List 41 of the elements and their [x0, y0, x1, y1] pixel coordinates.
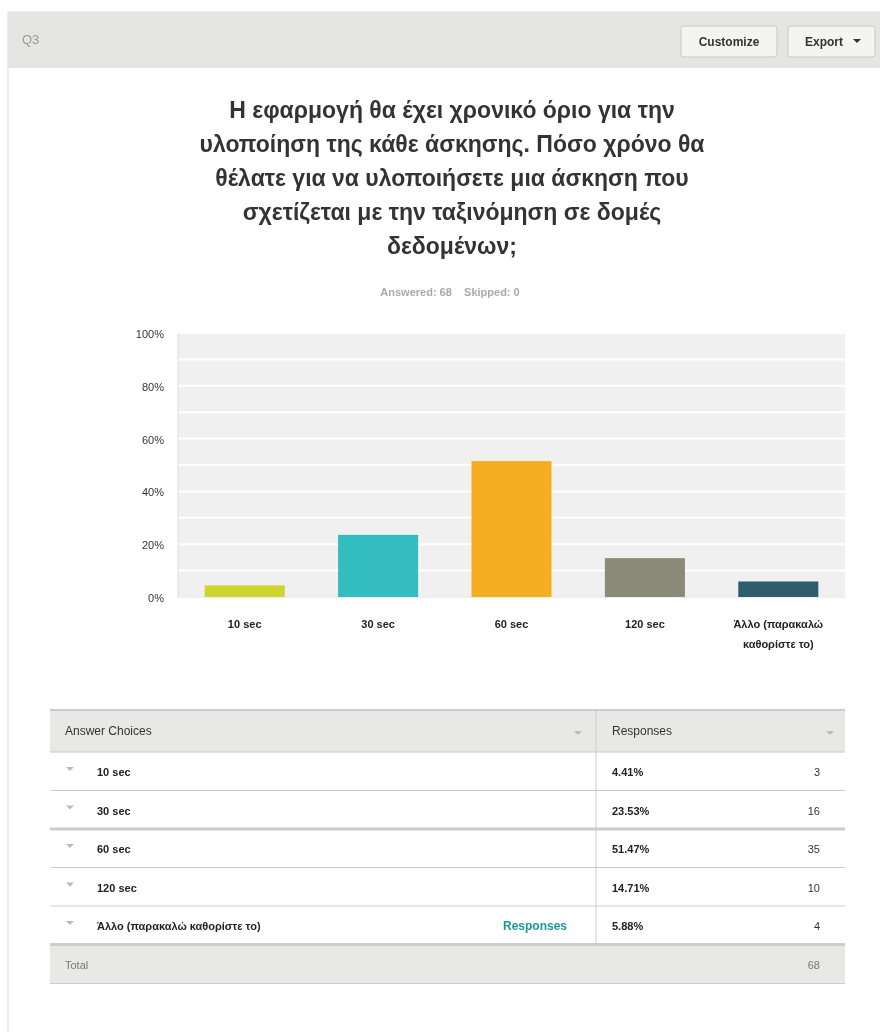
x-tick-label: 30 sec [361, 618, 395, 630]
category-label: Άλλο (παρακαλώ καθορίστε το) [97, 920, 261, 932]
x-tick-label: 60 sec [494, 618, 529, 630]
category-label: 120 sec [97, 881, 137, 894]
category-label: 10 sec [97, 766, 131, 778]
category-label: 30 sec [97, 804, 131, 817]
text: Customize [698, 35, 760, 49]
bar [738, 581, 819, 597]
text: 10 [807, 881, 820, 894]
chart-subtitle: Answered: 68 Skipped: 0 [380, 286, 520, 298]
text: Export [804, 35, 844, 49]
x-tick-label: 120 sec [625, 618, 665, 630]
y-tick-label: 60% [141, 433, 165, 446]
text: 16 [807, 804, 820, 817]
y-tick-label: 40% [141, 486, 165, 499]
x-tick-label: Άλλο (παρακαλώ καθορίστε το) [733, 618, 824, 650]
text: 51.47% [612, 843, 650, 855]
category-label: 60 sec [97, 843, 131, 855]
y-tick-label: 20% [141, 539, 165, 552]
y-tick-label: 80% [141, 380, 165, 393]
bar [604, 558, 685, 597]
text: 14.71% [612, 881, 650, 894]
text: 3 [813, 766, 820, 778]
text: Total [65, 958, 89, 971]
text: 4.41% [612, 766, 644, 778]
text: Answer Choices [65, 724, 152, 738]
x-tick-label: 10 sec [227, 618, 262, 630]
y-tick-label: 0% [148, 592, 165, 604]
text: Responses [502, 919, 568, 933]
chart-title: Η εφαρμογή θα έχει χρονικό όριο για την υλοποίηση της κάθε άσκησης. Πόσο χρόνο θα θέλατε για να υλοποιήσετε μια άσκηση που σχετίζεται με την ταξινόμηση σε δομές δεδομένων; [199, 97, 705, 259]
text: 23.53% [612, 804, 650, 817]
bar [471, 461, 552, 597]
bar [204, 585, 285, 597]
bar [338, 534, 419, 597]
text: Q3 [22, 32, 40, 47]
text: 68 [807, 958, 820, 971]
text: 4 [813, 920, 820, 932]
text: 35 [807, 843, 820, 855]
text: 5.88% [612, 920, 644, 932]
text: Responses [612, 724, 673, 738]
y-tick-label: 100% [135, 328, 165, 340]
